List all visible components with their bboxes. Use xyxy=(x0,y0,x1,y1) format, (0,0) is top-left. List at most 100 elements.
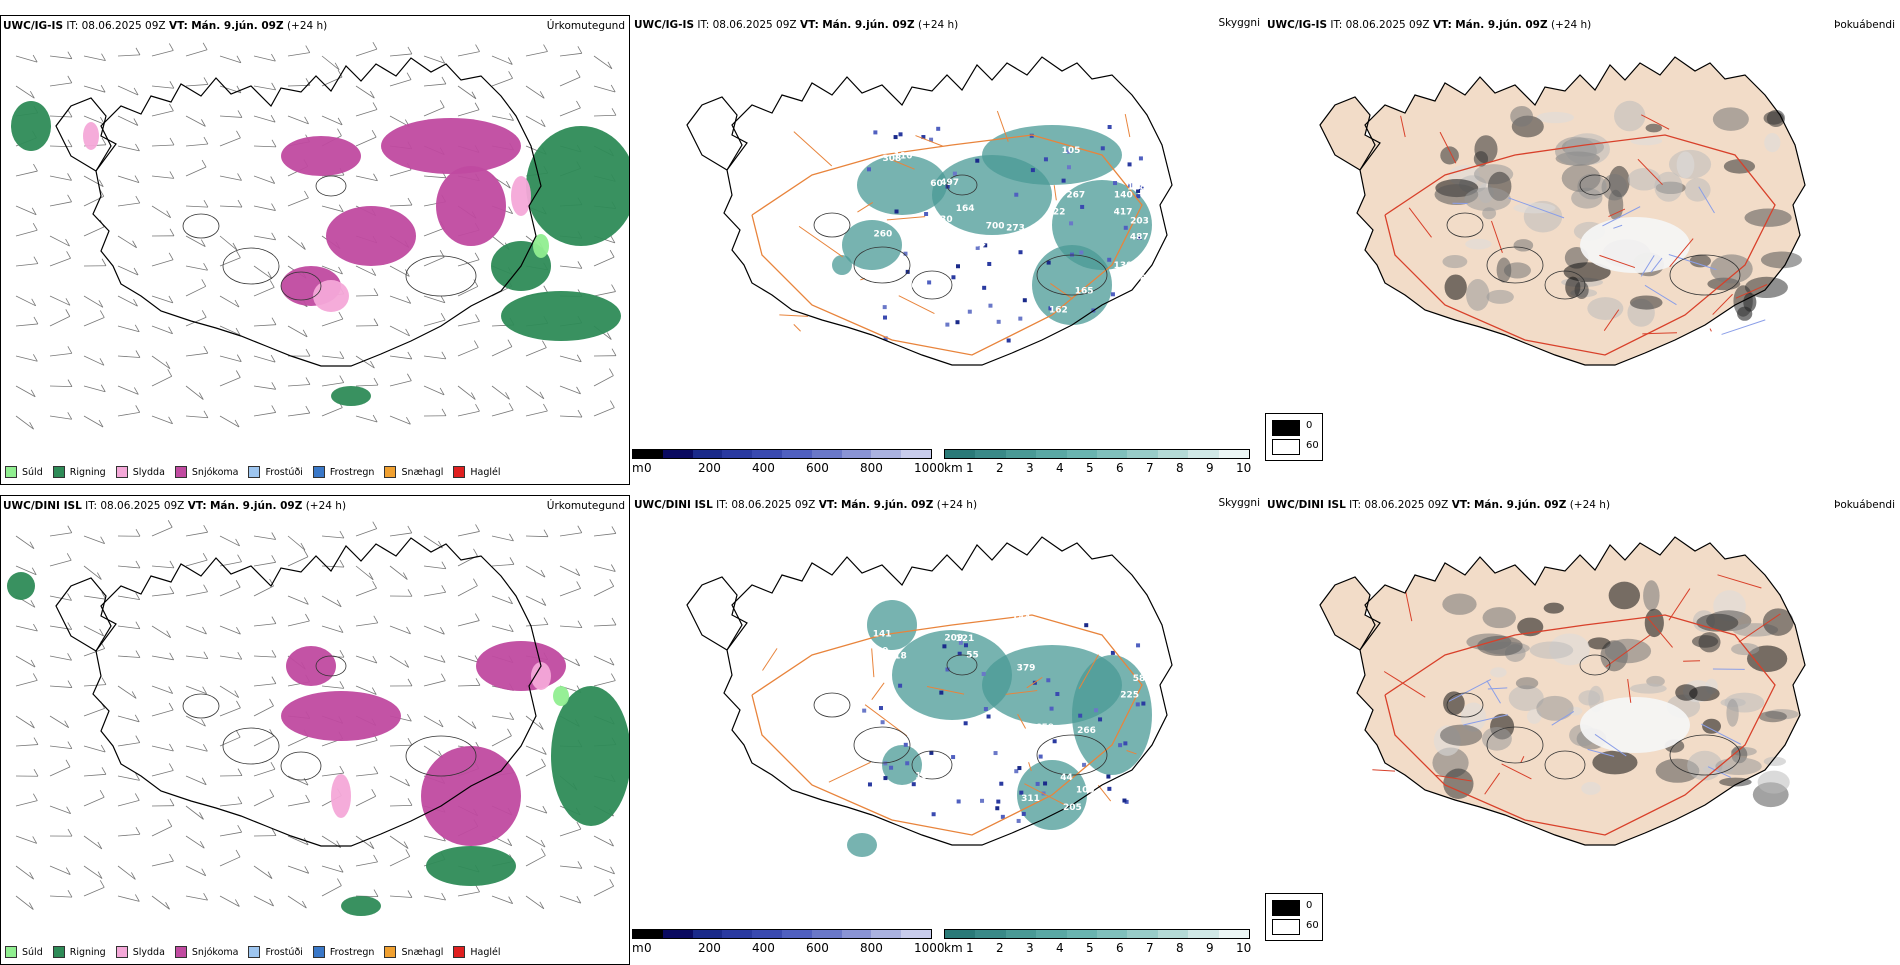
height-label: 171 xyxy=(1017,751,1036,761)
legend-item: Frostregn xyxy=(313,946,375,958)
height-label: 102 xyxy=(905,282,924,292)
legend-label: Frostúði xyxy=(265,467,302,478)
fog-label-60: 60 xyxy=(1306,440,1319,451)
panel-name: Skyggni xyxy=(1219,497,1261,509)
height-label: 268 xyxy=(1130,291,1149,301)
height-label: 197 xyxy=(931,742,950,752)
panel-name: Þokuábendi xyxy=(1834,19,1895,31)
colorbar-step xyxy=(1097,450,1127,458)
legend-item: Frostregn xyxy=(313,466,375,478)
height-label: 225 xyxy=(1120,691,1139,701)
fog-panel-bottom: UWC/DINI ISL IT: 08.06.2025 09Z VT: Mán.… xyxy=(1265,495,1895,965)
colorbar-step xyxy=(1188,930,1218,938)
height-label: 418 xyxy=(888,651,907,661)
legend-item: Snæhagl xyxy=(384,946,443,958)
legend-item: Slydda xyxy=(116,466,165,478)
colorbar-step xyxy=(842,450,872,458)
legend-swatch xyxy=(175,946,187,958)
cloud-tick: 5 xyxy=(1086,941,1094,955)
drizzle-area xyxy=(553,686,569,706)
cloud-tick: 1 xyxy=(966,461,974,475)
legend-swatch xyxy=(453,946,465,958)
fog-swatch-60 xyxy=(1272,439,1300,455)
legend-label: Súld xyxy=(22,467,43,478)
legend-label: Frostregn xyxy=(330,947,375,958)
colorbar-step xyxy=(693,450,723,458)
legend-swatch xyxy=(116,466,128,478)
fog-label-60: 60 xyxy=(1306,920,1319,931)
height-label: 208 xyxy=(915,232,934,242)
colorbar-step xyxy=(945,930,975,938)
height-label: 205 xyxy=(1063,803,1082,813)
colorbar-step xyxy=(633,450,663,458)
precip-panel-top: UWC/IG-IS IT: 08.06.2025 09Z VT: Mán. 9.… xyxy=(0,15,630,485)
legend-item: Snæhagl xyxy=(384,466,443,478)
legend-swatch xyxy=(175,466,187,478)
cloud-tick: 4 xyxy=(1056,941,1064,955)
iceland-outline xyxy=(1320,57,1805,365)
fog-map xyxy=(1265,515,1895,925)
fog-legend: 0 60 xyxy=(1265,893,1323,941)
colorbar-step xyxy=(1097,930,1127,938)
visibility-unit: m xyxy=(632,941,644,955)
colorbar-step xyxy=(1067,450,1097,458)
height-label: 89 xyxy=(1140,274,1153,284)
colorbar-step xyxy=(975,930,1005,938)
legend-label: Slydda xyxy=(133,467,165,478)
panel-title: UWC/IG-IS IT: 08.06.2025 09Z VT: Mán. 9.… xyxy=(3,20,327,32)
fog-swatch-60 xyxy=(1272,919,1300,935)
legend-label: Frostúði xyxy=(265,947,302,958)
legend-swatch xyxy=(5,946,17,958)
legend-swatch xyxy=(453,466,465,478)
height-label: 123 xyxy=(919,257,938,267)
cloud-tick: 7 xyxy=(1146,941,1154,955)
cloud-tick: 8 xyxy=(1176,941,1184,955)
legend-item: Haglél xyxy=(453,946,500,958)
cloud-colorbar xyxy=(944,929,1250,939)
legend-item: Súld xyxy=(5,466,43,478)
cloud-tick: 8 xyxy=(1176,461,1184,475)
height-label: 110 xyxy=(894,152,913,162)
height-label: 241 xyxy=(891,325,910,335)
cloud-tick: 3 xyxy=(1026,461,1034,475)
height-label: 379 xyxy=(1017,664,1036,674)
panel-title: UWC/IG-IS IT: 08.06.2025 09Z VT: Mán. 9.… xyxy=(1267,19,1591,31)
visibility-tick: 800 xyxy=(860,941,883,955)
clear-area xyxy=(1580,217,1690,273)
visibility-colorbar xyxy=(632,929,932,939)
colorbar-step xyxy=(842,930,872,938)
legend-item: Haglél xyxy=(453,466,500,478)
legend-swatch xyxy=(313,946,325,958)
height-label: 144 xyxy=(1012,614,1031,624)
colorbar-step xyxy=(693,930,723,938)
legend-item: Súld xyxy=(5,946,43,958)
height-label: 165 xyxy=(1075,287,1094,297)
height-label: 89 xyxy=(876,646,889,656)
visibility-tick: 800 xyxy=(860,461,883,475)
visibility-tick: 200 xyxy=(698,941,721,955)
fog-swatch-0 xyxy=(1272,420,1300,436)
height-label: 108 xyxy=(915,772,934,782)
cloud-unit: km xyxy=(944,941,963,955)
visibility-tick: 400 xyxy=(752,461,775,475)
colorbar-step xyxy=(782,930,812,938)
rain-area xyxy=(7,572,629,916)
cloud-tick: 10 xyxy=(1236,941,1251,955)
height-label: 139 xyxy=(1114,261,1133,271)
cloud-tick: 9 xyxy=(1206,461,1214,475)
height-label: 130 xyxy=(1039,355,1058,365)
height-label: 44 xyxy=(1060,773,1073,783)
panel-title: UWC/DINI ISL IT: 08.06.2025 09Z VT: Mán.… xyxy=(1267,499,1610,511)
height-label: 186 xyxy=(925,756,944,766)
cloud-tick: 9 xyxy=(1206,941,1214,955)
height-label: 588 xyxy=(1133,674,1152,684)
height-label: 22 xyxy=(1053,207,1066,217)
colorbar-step xyxy=(1036,450,1066,458)
legend-swatch xyxy=(5,466,17,478)
height-label: 127 xyxy=(872,347,891,357)
height-label: 162 xyxy=(1049,306,1068,316)
height-label: 140 xyxy=(1114,190,1133,200)
legend-label: Snæhagl xyxy=(401,467,443,478)
